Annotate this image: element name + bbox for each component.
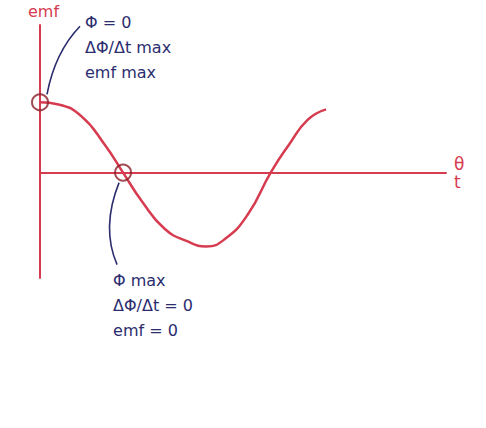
svg-text:emf max: emf max bbox=[85, 63, 156, 82]
svg-text:emf: emf bbox=[28, 2, 59, 21]
svg-text:ΔΦ/Δt max: ΔΦ/Δt max bbox=[85, 38, 171, 57]
svg-text:Φ max: Φ max bbox=[113, 271, 166, 290]
svg-text:t: t bbox=[454, 172, 461, 192]
svg-text:ΔΦ/Δt = 0: ΔΦ/Δt = 0 bbox=[113, 296, 193, 315]
svg-text:θ: θ bbox=[454, 154, 464, 174]
svg-text:Φ = 0: Φ = 0 bbox=[85, 13, 131, 32]
svg-text:emf = 0: emf = 0 bbox=[113, 321, 178, 340]
